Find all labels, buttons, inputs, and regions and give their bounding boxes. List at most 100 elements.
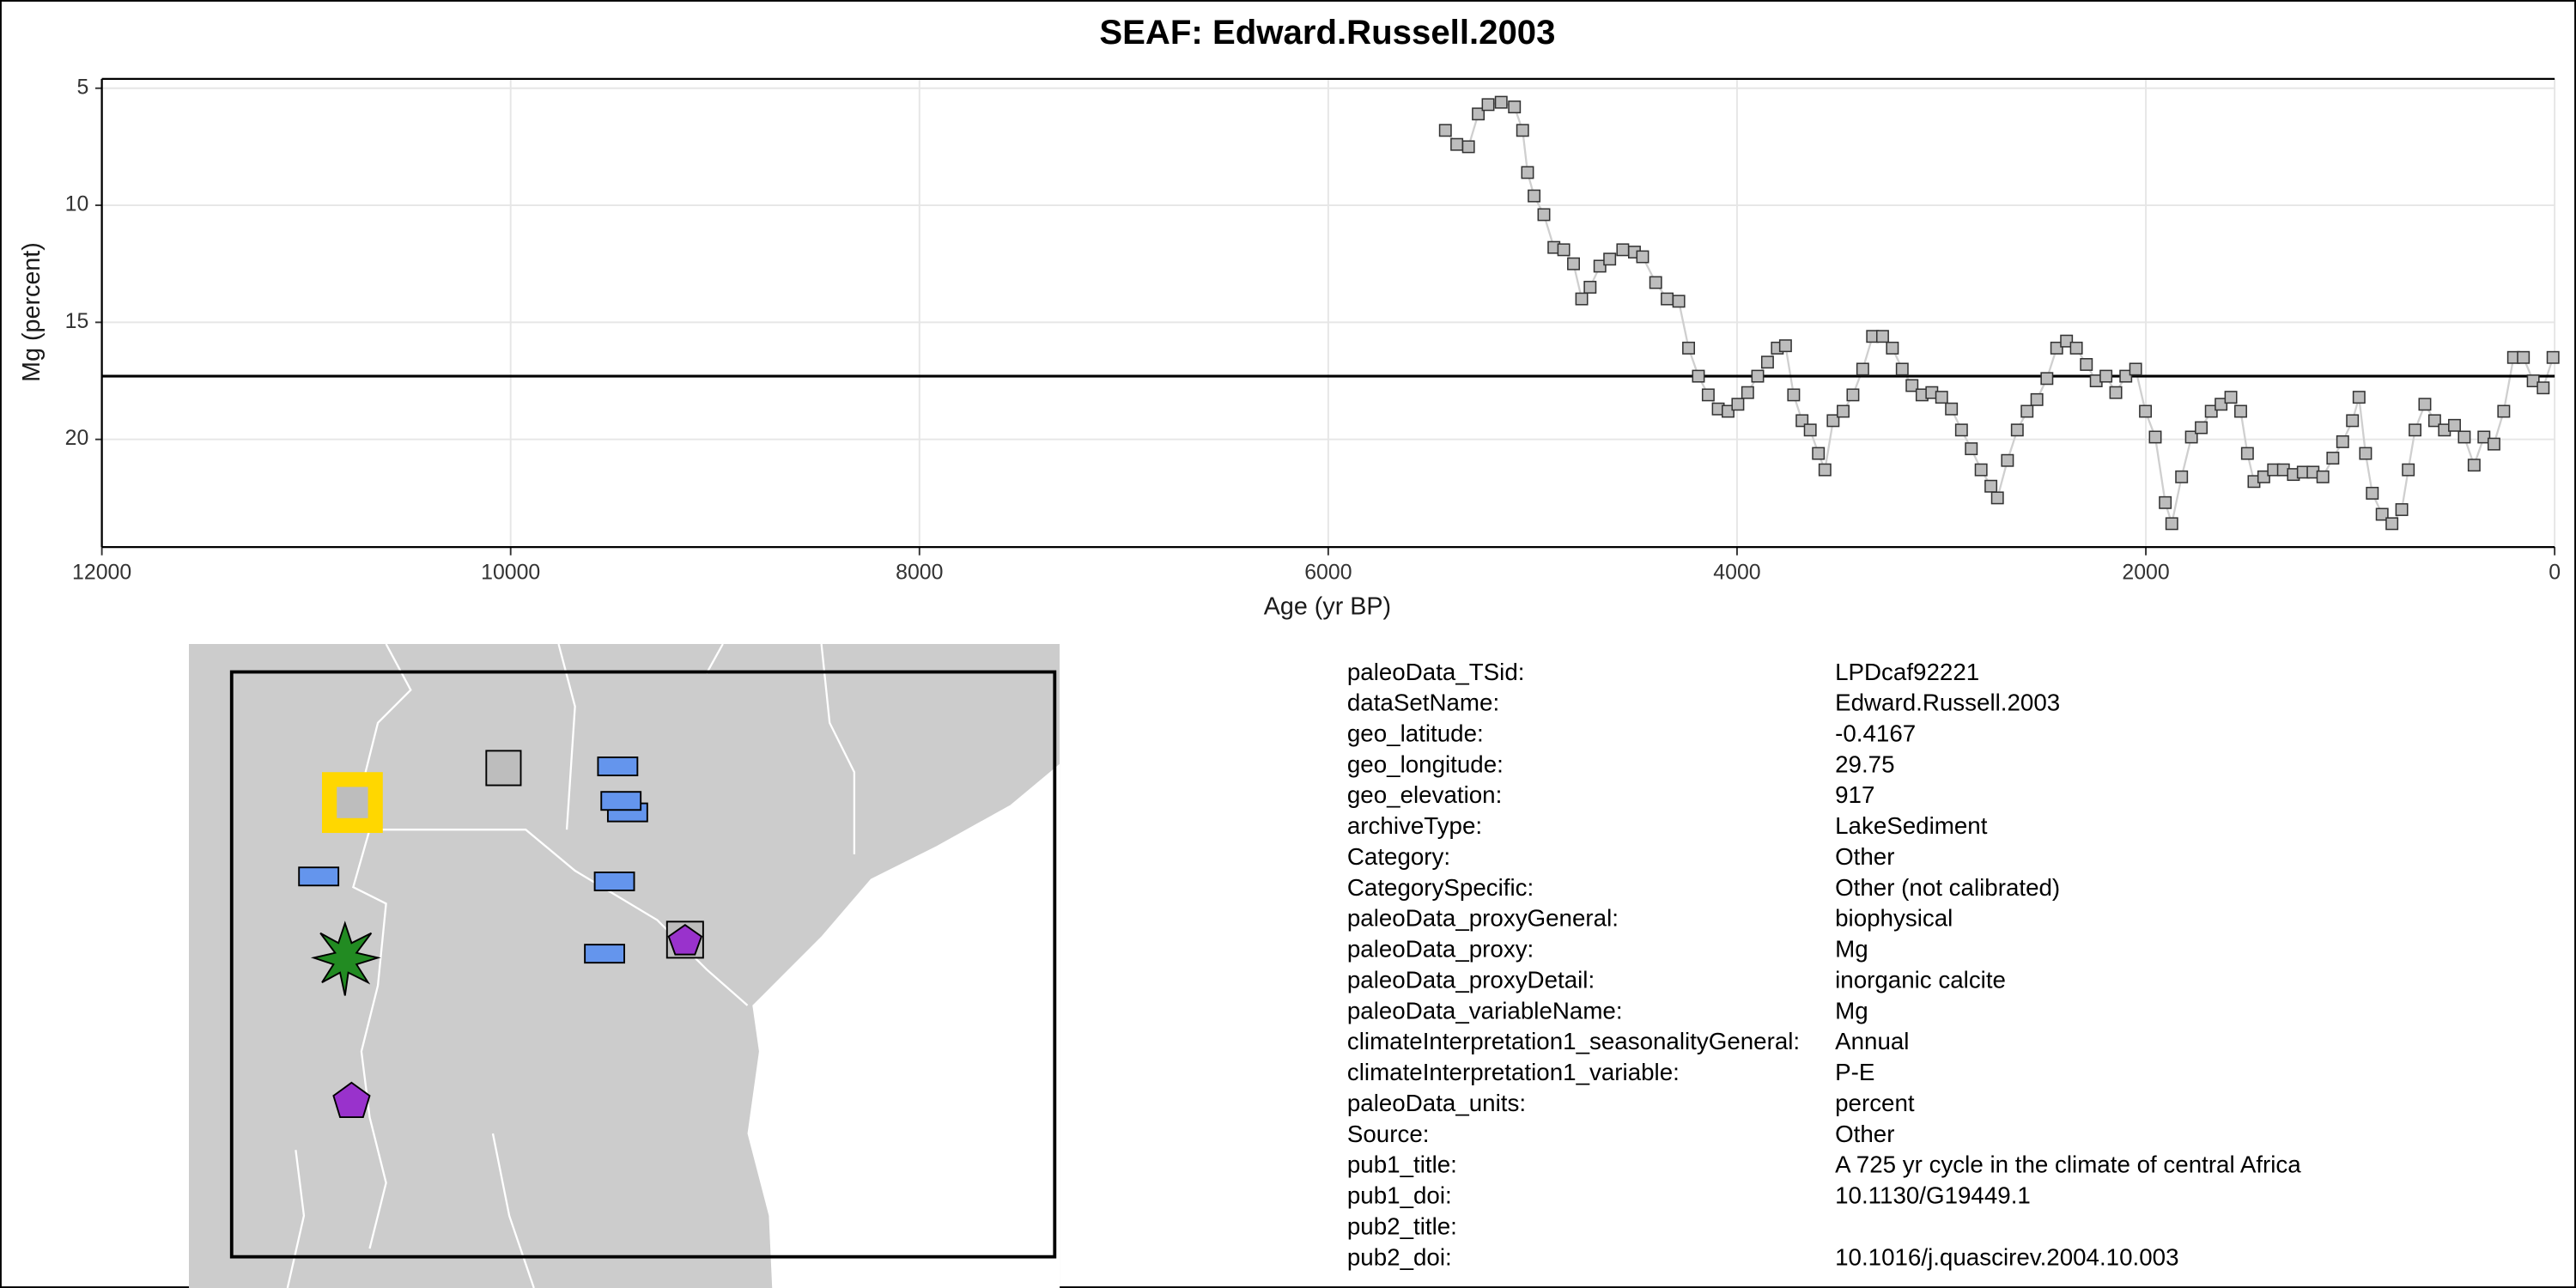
data-point	[1875, 330, 1889, 343]
metadata-value: inorganic calcite	[1835, 967, 2006, 993]
metadata-key: geo_longitude:	[1347, 750, 1504, 777]
data-point	[1661, 292, 1674, 306]
data-point	[2346, 414, 2360, 428]
data-point	[1954, 423, 1968, 437]
data-point	[2020, 404, 2034, 418]
data-point	[1856, 362, 1869, 376]
data-point	[1818, 463, 1832, 477]
metadata-value: P-E	[1835, 1059, 1874, 1085]
data-point	[1672, 295, 1686, 308]
data-point	[2165, 517, 2178, 531]
metadata-value: Mg	[1835, 997, 1868, 1024]
metadata-value: 10.1016/j.quascirev.2004.10.003	[1835, 1243, 2178, 1270]
data-point	[1692, 369, 1705, 383]
data-point	[1778, 339, 1792, 353]
x-tick-label: 0	[2549, 560, 2561, 584]
data-point	[1895, 362, 1909, 376]
site-marker	[322, 772, 383, 834]
data-point	[1472, 107, 1485, 121]
metadata-value: Other	[1835, 1121, 1894, 1147]
data-point	[1603, 252, 1617, 266]
data-point	[2497, 404, 2511, 418]
metadata-value: Other (not calibrated)	[1835, 874, 2060, 901]
data-point	[2109, 386, 2123, 399]
data-point	[2240, 447, 2254, 460]
metadata-key: geo_elevation:	[1347, 781, 1502, 808]
data-point	[1682, 341, 1696, 355]
data-point	[2060, 334, 2074, 348]
y-axis-label: Mg (percent)	[18, 242, 46, 382]
data-point	[1905, 379, 1919, 392]
data-point	[2184, 430, 2198, 444]
data-point	[2148, 430, 2162, 444]
metadata-table: paleoData_TSid: LPDcaf92221 dataSetName: Ed…	[1347, 659, 2301, 1271]
metadata-key: paleoData_proxyGeneral:	[1347, 905, 1619, 932]
data-point	[2129, 362, 2142, 376]
data-point	[2385, 517, 2399, 531]
data-point	[2204, 404, 2218, 418]
plot-area: 5 10 15 20 12000 10000 8000 6000 4000 2000 0	[65, 75, 2561, 584]
metadata-value: Other	[1835, 843, 1894, 870]
x-tick-label: 10000	[481, 560, 540, 584]
data-point	[1760, 355, 1774, 369]
data-point	[2409, 423, 2422, 437]
metadata-value: LakeSediment	[1835, 812, 1988, 839]
metadata-key: archiveType:	[1347, 812, 1482, 839]
data-point	[1537, 208, 1551, 222]
site-marker	[332, 1081, 371, 1118]
data-point	[2326, 452, 2340, 465]
data-point	[2234, 404, 2247, 418]
data-point	[2175, 470, 2189, 483]
data-point	[2359, 447, 2372, 460]
data-point	[1741, 386, 1754, 399]
x-tick-label: 4000	[1713, 560, 1760, 584]
data-point	[2139, 404, 2153, 418]
metadata-value: percent	[1835, 1090, 1915, 1116]
data-point	[2366, 486, 2379, 500]
data-point	[2526, 374, 2540, 388]
map	[189, 643, 1060, 1288]
x-tick-label: 8000	[896, 560, 943, 584]
data-point	[2195, 421, 2208, 434]
data-point	[2030, 392, 2044, 406]
data-point	[1751, 369, 1765, 383]
data-point	[1516, 124, 1529, 137]
metadata-value: biophysical	[1835, 905, 1953, 932]
data-point	[1795, 414, 1809, 428]
metadata-value: Annual	[1835, 1028, 1909, 1054]
data-point	[1521, 166, 1534, 179]
data-point	[1826, 414, 1840, 428]
y-tick-label: 5	[76, 75, 88, 99]
data-point	[1616, 243, 1630, 257]
metadata-key: pub2_doi:	[1347, 1243, 1452, 1270]
data-point	[1974, 463, 1988, 477]
metadata-key: pub2_title:	[1347, 1212, 1457, 1239]
data-point	[2427, 414, 2441, 428]
data-point	[1990, 491, 2004, 505]
metadata-value: 29.75	[1835, 750, 1894, 777]
data-point	[2487, 437, 2500, 451]
data-point	[2001, 453, 2014, 467]
data-point	[2448, 418, 2461, 432]
data-point	[2119, 369, 2133, 383]
data-point	[2099, 369, 2113, 383]
data-point	[1567, 257, 1580, 270]
data-point	[1935, 391, 1948, 404]
metadata-value: Edward.Russell.2003	[1835, 690, 2060, 716]
data-point	[2352, 391, 2366, 404]
data-point	[1701, 388, 1715, 402]
data-point	[1593, 259, 1607, 273]
metadata-value: -0.4167	[1835, 720, 1916, 747]
x-tick-label: 2000	[2122, 560, 2169, 584]
metadata-key: paleoData_TSid:	[1347, 659, 1525, 685]
data-point	[1583, 281, 1597, 294]
data-point	[2418, 398, 2432, 411]
data-point	[1731, 398, 1745, 411]
metadata-key: geo_latitude:	[1347, 720, 1484, 747]
metadata-value: 917	[1835, 781, 1874, 808]
metadata-key: climateInterpretation1_seasonalityGenera…	[1347, 1028, 1800, 1054]
data-point	[1886, 341, 1899, 355]
data-point	[1803, 423, 1817, 437]
metadata-key: Category:	[1347, 843, 1450, 870]
